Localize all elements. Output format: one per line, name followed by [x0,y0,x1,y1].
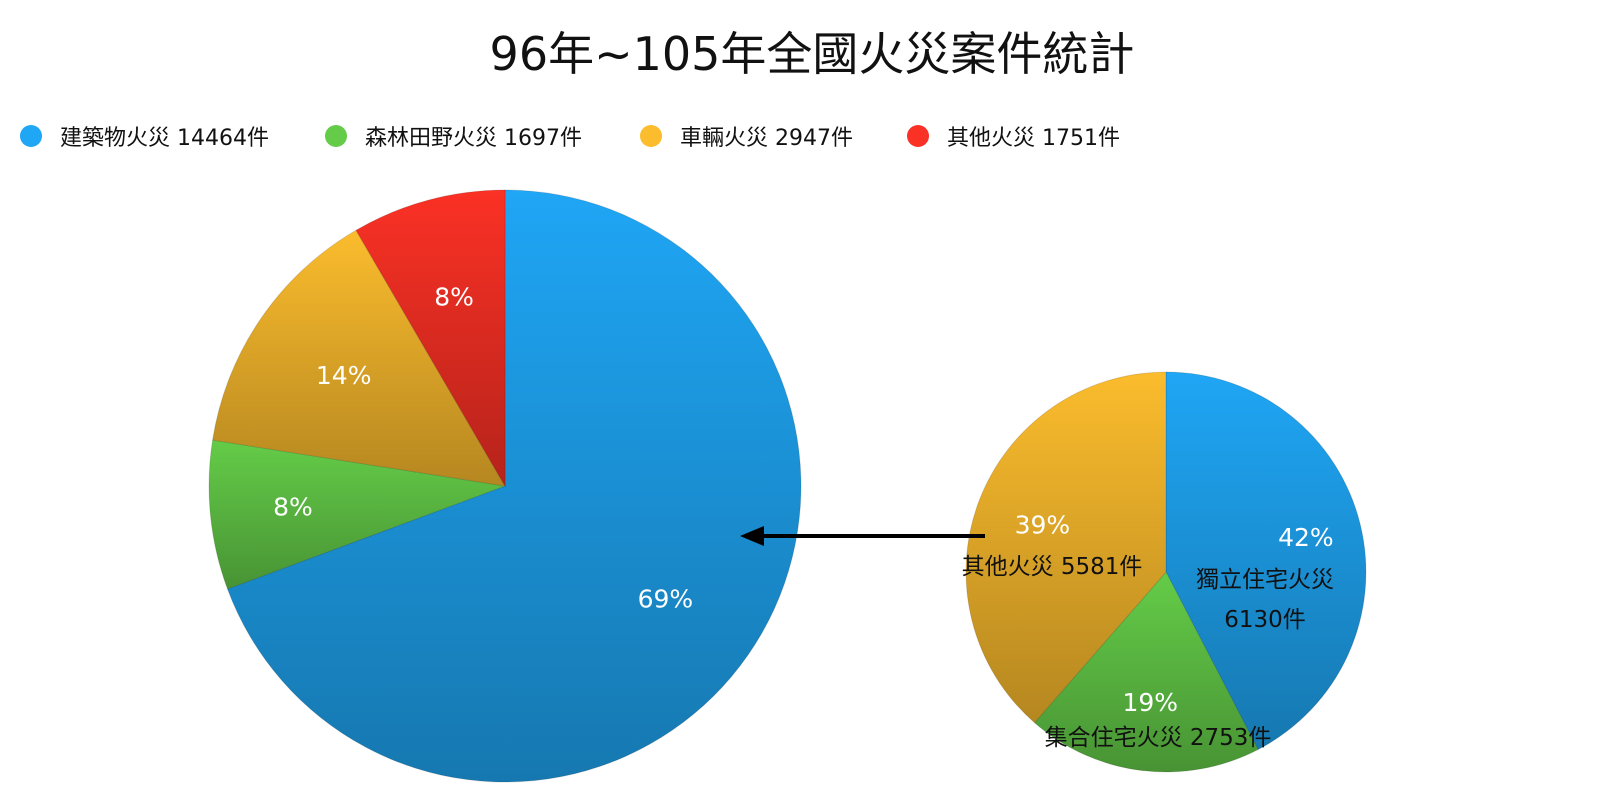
main-pie: 69% 8% 14% 8% [208,189,802,783]
main-slice-1 [208,439,507,590]
main-slice-3 [355,189,506,488]
legend-swatch-forest [325,125,347,147]
legend-label-other: 其他火災 1751件 [947,126,1120,151]
legend-item-building: 建築物火災 14464件 [20,120,269,152]
legend-label-vehicle: 車輛火災 2947件 [680,126,853,151]
sub-slice-2 [965,371,1167,724]
main-percent-label-3: 8% [434,282,474,311]
sub-category-label-1: 集合住宅火災 2753件 [1045,725,1272,751]
legend-label-forest: 森林田野火災 1697件 [365,126,582,151]
legend-item-other: 其他火災 1751件 [907,120,1120,152]
sub-category-label-0-line1: 獨立住宅火災 [1196,567,1334,593]
legend-swatch-other [907,125,929,147]
sub-category-label-2: 其他火災 5581件 [962,554,1143,580]
sub-percent-label-0: 42% [1278,523,1334,552]
main-percent-label-1: 8% [273,492,313,521]
main-percent-label-0: 69% [638,585,694,614]
legend-label-building: 建築物火災 14464件 [60,126,269,151]
arrowhead-icon [740,526,764,546]
main-percent-label-2: 14% [316,361,372,390]
legend-item-forest: 森林田野火災 1697件 [325,120,582,152]
legend-swatch-vehicle [640,125,662,147]
sub-percent-label-2: 39% [1015,511,1071,540]
legend-swatch-building [20,125,42,147]
legend-item-vehicle: 車輛火災 2947件 [640,120,853,152]
chart-title: 96年~105年全國火災案件統計 [489,27,1135,81]
sub-category-label-0-line2: 6130件 [1224,607,1306,633]
sub-slice-0 [1165,371,1367,751]
sub-slice-1 [1033,571,1259,773]
main-slice-0 [226,189,802,783]
main-slice-2 [212,229,506,487]
sub-percent-label-1: 19% [1123,688,1179,717]
